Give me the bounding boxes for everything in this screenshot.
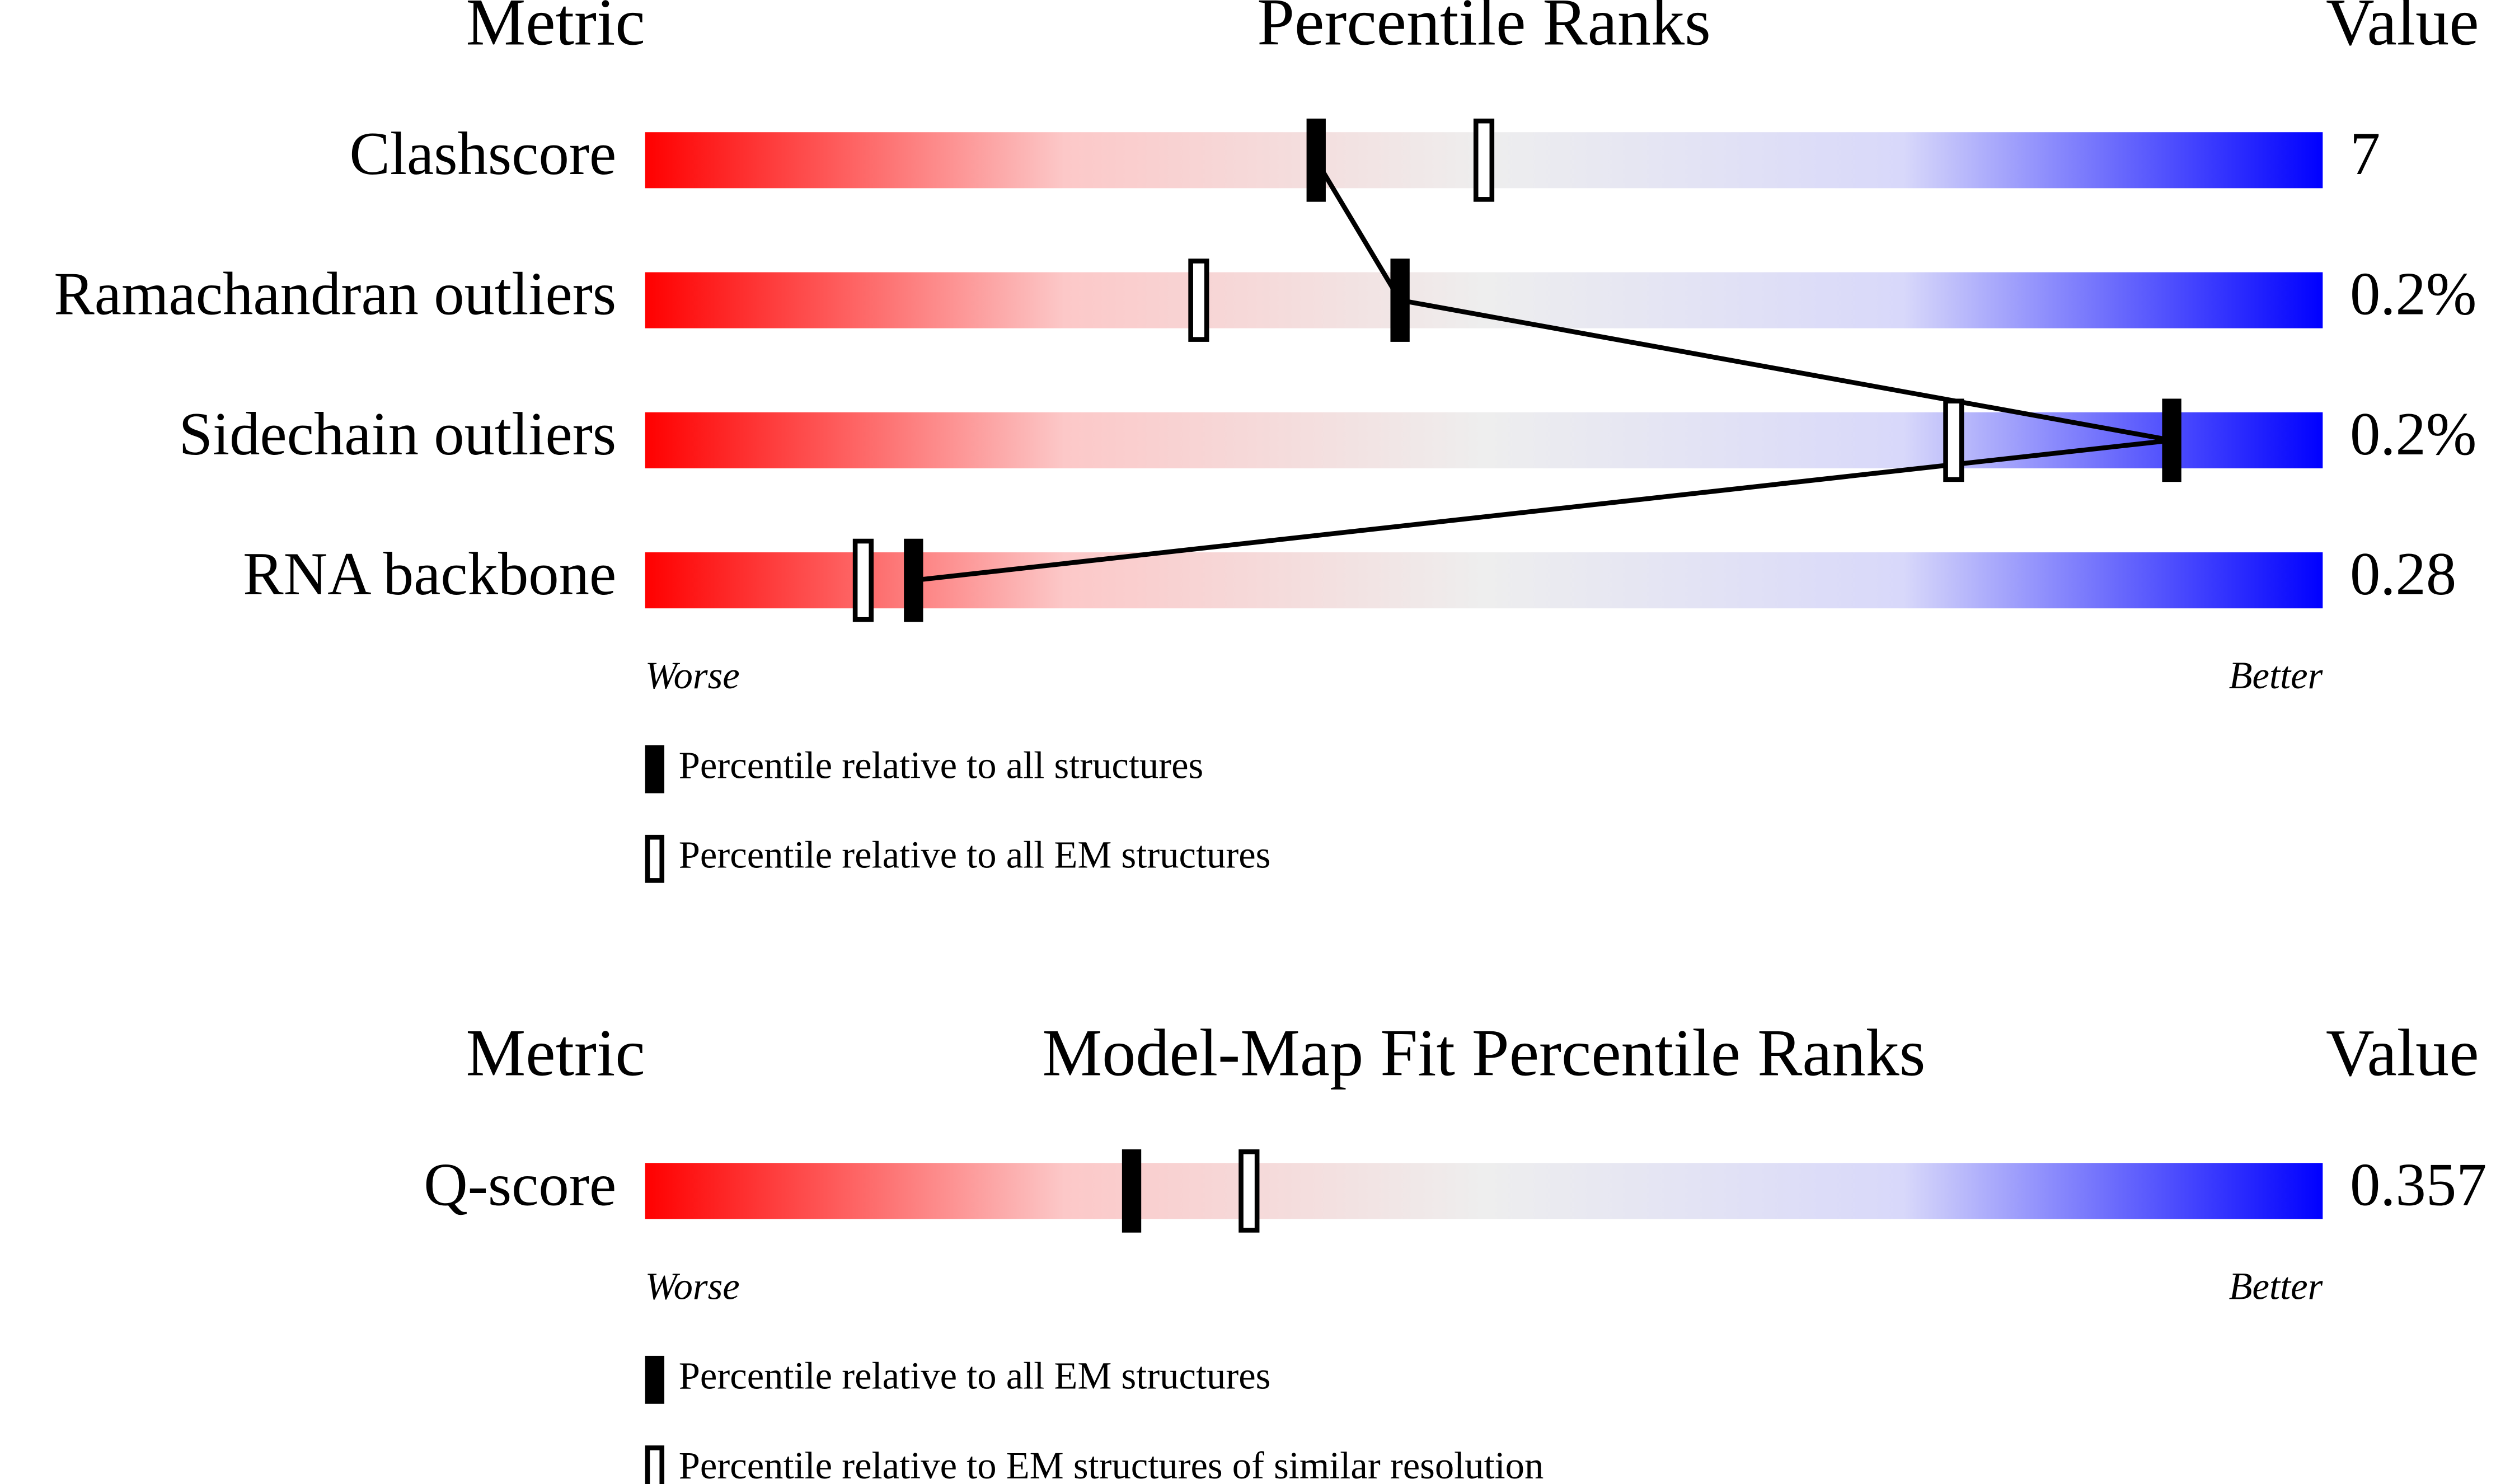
legend-label: Percentile relative to all EM structures	[679, 1355, 1271, 1397]
worse-label: Worse	[645, 654, 740, 697]
legend-swatch	[645, 1355, 665, 1404]
metric-label: Q-score	[424, 1150, 616, 1218]
metric-label: Sidechain outliers	[179, 400, 616, 468]
slider-bar	[645, 552, 2323, 609]
chart-title: Percentile Ranks	[1257, 0, 1711, 59]
value-header: Value	[2326, 0, 2479, 59]
slider-bar	[645, 272, 2323, 328]
metric-label: RNA backbone	[243, 540, 616, 608]
percentile-marker-filled	[2162, 398, 2181, 482]
percentile-marker-hollow	[1238, 1149, 1260, 1233]
legend-swatch	[645, 834, 665, 883]
percentile-marker-filled	[904, 538, 923, 622]
metric-value: 0.2%	[2350, 400, 2476, 468]
metric-value: 0.28	[2350, 540, 2456, 608]
percentile-marker-hollow	[1943, 398, 1964, 482]
metric-value: 0.2%	[2350, 260, 2476, 327]
better-label: Better	[2229, 654, 2323, 697]
percentile-marker-hollow	[1188, 259, 1209, 342]
metric-label: Ramachandran outliers	[54, 260, 616, 327]
percentile-marker-filled	[1306, 118, 1326, 202]
metric-header: Metric	[466, 0, 645, 59]
metric-header: Metric	[466, 1015, 645, 1089]
legend-label: Percentile relative to EM structures of …	[679, 1444, 1544, 1484]
chart-title: Model-Map Fit Percentile Ranks	[1042, 1015, 1925, 1089]
worse-label: Worse	[645, 1265, 740, 1307]
better-label: Better	[2229, 1265, 2323, 1307]
legend-swatch	[645, 1445, 665, 1484]
percentile-marker-hollow	[1473, 118, 1495, 202]
value-header: Value	[2326, 1015, 2479, 1089]
metric-value: 0.357	[2350, 1150, 2487, 1218]
percentile-marker-hollow	[852, 538, 874, 622]
metric-label: Clashscore	[349, 120, 616, 187]
legend-swatch	[645, 745, 665, 793]
legend-label: Percentile relative to all EM structures	[679, 834, 1271, 876]
metric-value: 7	[2350, 120, 2380, 187]
connector-line	[913, 159, 2173, 583]
slider-bar	[645, 1163, 2323, 1219]
slider-bar	[645, 412, 2323, 468]
legend-label: Percentile relative to all structures	[679, 744, 1204, 786]
percentile-marker-filled	[1122, 1149, 1142, 1233]
percentile-marker-filled	[1390, 259, 1410, 342]
